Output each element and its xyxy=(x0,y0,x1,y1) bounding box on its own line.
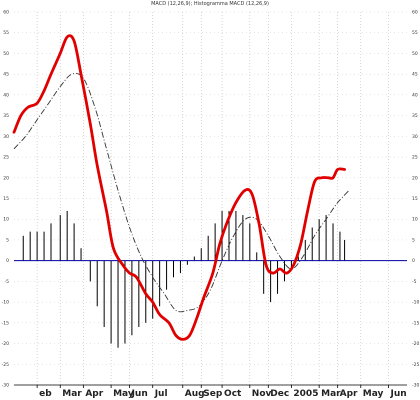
y-tick-label-right: 55 xyxy=(412,30,418,36)
y-tick-label-right: 60 xyxy=(412,10,418,16)
y-tick-label-right: 20 xyxy=(412,175,418,181)
macd-histogram xyxy=(22,210,346,348)
chart-title: MACD (12,26,9); Histogramma MACD (12,26,… xyxy=(151,1,269,7)
x-tick-label: Apr xyxy=(85,389,103,399)
y-tick-label-right: -20 xyxy=(412,341,419,347)
macd-line xyxy=(12,34,346,341)
x-tick-label: May xyxy=(113,389,134,399)
y-tick-label-right: 45 xyxy=(412,72,418,78)
y-tick-label-right: 30 xyxy=(412,134,418,140)
y-tick-label-left: 50 xyxy=(3,51,9,57)
y-tick-label-right: 15 xyxy=(412,196,418,202)
x-tick-label: May xyxy=(363,389,384,399)
x-tick-label: Apr xyxy=(340,389,358,399)
y-tick-label-left: -15 xyxy=(2,320,9,326)
y-tick-label-left: 0 xyxy=(6,258,9,264)
y-tick-label-left: -10 xyxy=(2,300,9,306)
y-tick-label-left: 10 xyxy=(3,217,9,223)
y-tick-label-left: 30 xyxy=(3,134,9,140)
y-tick-label-left: -25 xyxy=(2,362,9,368)
y-tick-label-right: 50 xyxy=(412,51,418,57)
y-tick-label-right: -5 xyxy=(412,279,417,285)
y-tick-label-left: 35 xyxy=(3,113,9,119)
y-tick-label-left: 5 xyxy=(6,237,9,243)
x-tick-label: Mar xyxy=(321,389,341,399)
y-tick-label-left: 40 xyxy=(3,92,9,98)
y-axis-right-ticks: -30 -25 -20 -15 -10 -5 0 5 10 15 20 25 30 35 40 45 50 55 6… xyxy=(412,10,419,389)
x-tick-label: Aug xyxy=(185,389,205,399)
y-tick-label-left: -30 xyxy=(2,383,9,389)
x-tick-label: Jun xyxy=(131,389,148,399)
x-tick-label: Oct xyxy=(224,389,242,399)
x-tick-label: eb xyxy=(39,389,52,399)
x-tick-label: Nov xyxy=(252,389,272,399)
x-tick-label: Jul xyxy=(154,389,168,399)
x-tick-label: Dec xyxy=(270,389,289,399)
y-tick-label-right: 10 xyxy=(412,217,418,223)
x-tick-label: Mar xyxy=(62,389,82,399)
y-tick-label-right: -15 xyxy=(412,320,419,326)
y-tick-label-right: -30 xyxy=(412,383,419,389)
y-tick-label-right: 25 xyxy=(412,155,418,161)
y-tick-label-right: -25 xyxy=(412,362,419,368)
y-tick-label-right: 5 xyxy=(412,237,415,243)
y-tick-label-left: -5 xyxy=(5,279,10,285)
x-tick-label: 2005 xyxy=(293,389,318,399)
y-tick-label-left: 60 xyxy=(3,10,9,16)
y-tick-label-right: 35 xyxy=(412,113,418,119)
y-axis-left-ticks: -30 -25 -20 -15 -10 -5 0 5 10 15 20 25 30 35 40 45 50 55 6… xyxy=(2,10,9,389)
y-tick-label-left: 45 xyxy=(3,72,9,78)
y-tick-label-left: 25 xyxy=(3,155,9,161)
x-tick-label: Sep xyxy=(203,389,223,399)
x-tick-label: Jun xyxy=(390,389,407,399)
y-tick-label-right: 0 xyxy=(412,258,415,264)
y-tick-label-left: 15 xyxy=(3,196,9,202)
y-tick-label-right: 40 xyxy=(412,92,418,98)
y-tick-label-left: 20 xyxy=(3,175,9,181)
y-tick-label-left: 55 xyxy=(3,30,9,36)
y-tick-label-right: -10 xyxy=(412,300,419,306)
y-tick-label-left: -20 xyxy=(2,341,9,347)
